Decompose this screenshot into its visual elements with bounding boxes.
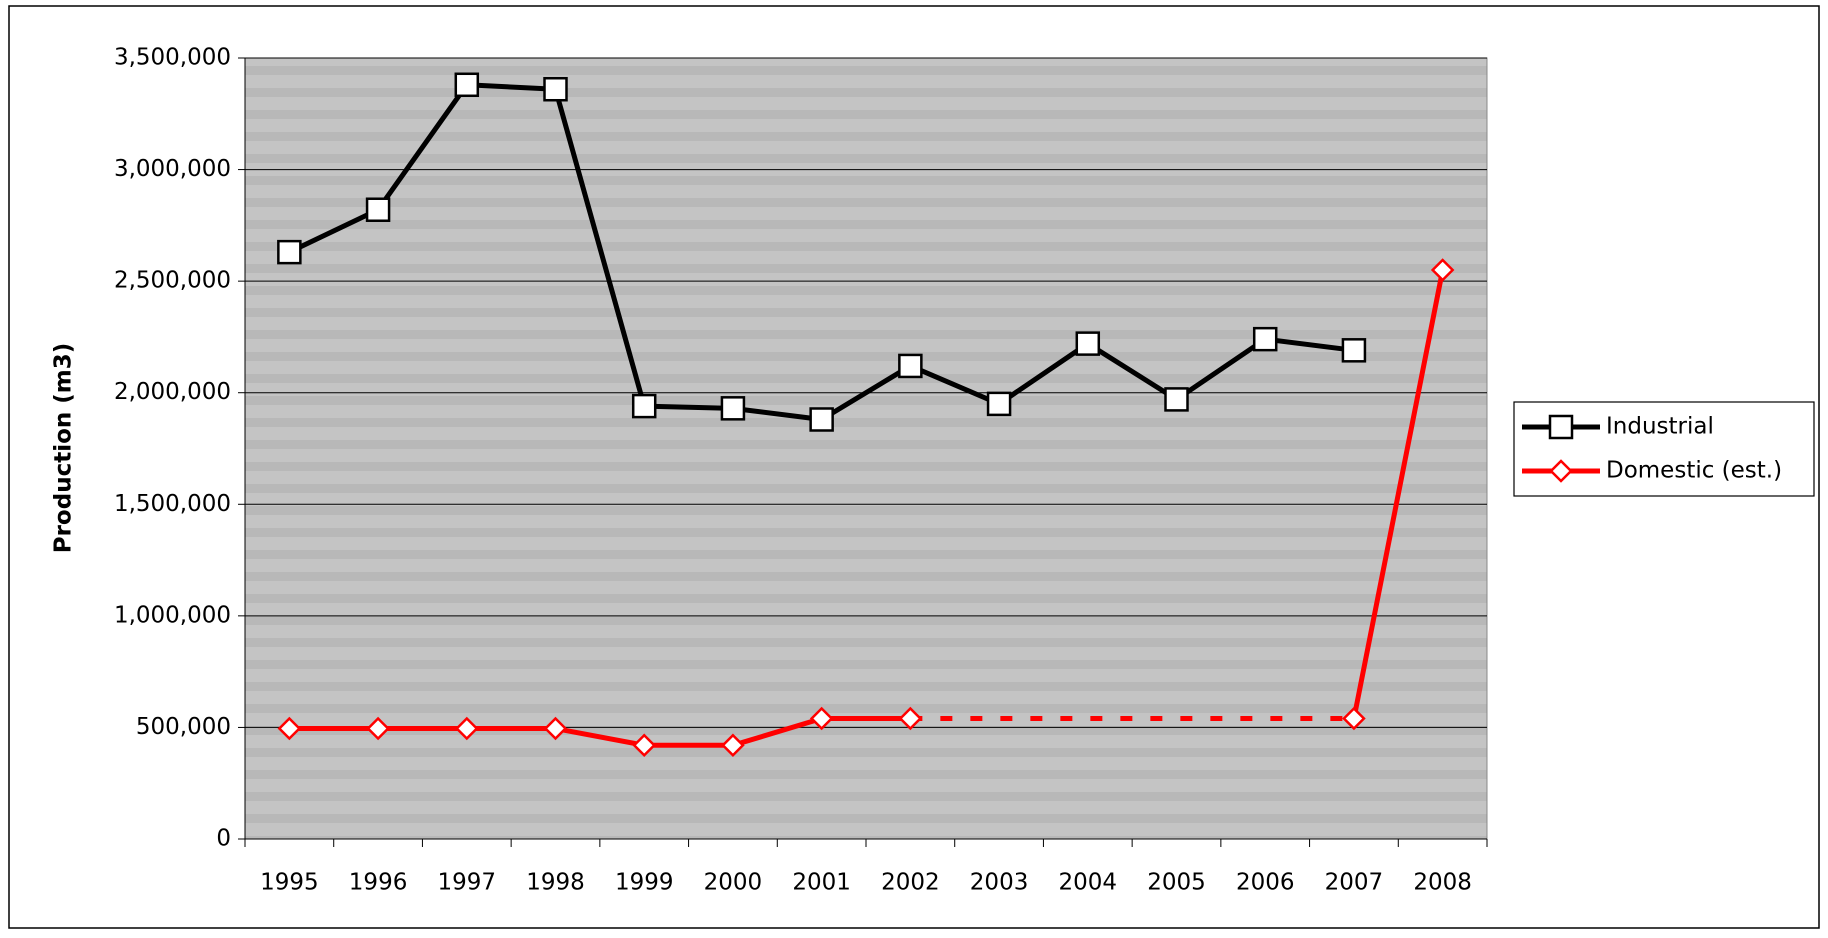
x-tick-label: 1995	[260, 870, 319, 896]
legend-marker	[1550, 416, 1572, 438]
data-point	[1166, 388, 1188, 410]
x-tick-label: 2004	[1059, 870, 1118, 896]
x-tick-label: 2003	[970, 870, 1029, 896]
data-point	[1343, 339, 1365, 361]
y-tick-label: 1,500,000	[114, 491, 231, 517]
y-tick-label: 500,000	[136, 714, 231, 740]
data-point	[899, 355, 921, 377]
x-tick-label: 2000	[704, 870, 763, 896]
y-axis-label: Production (m3)	[51, 343, 77, 554]
x-tick-label: 1999	[615, 870, 674, 896]
data-point	[633, 395, 655, 417]
y-tick-label: 3,000,000	[114, 156, 231, 182]
data-point	[722, 397, 744, 419]
data-point	[456, 74, 478, 96]
x-tick-label: 2005	[1147, 870, 1206, 896]
data-point	[278, 241, 300, 263]
y-tick-label: 3,500,000	[114, 45, 231, 71]
x-tick-label: 2006	[1236, 870, 1295, 896]
page: {"chart_data": {"type": "line", "y_label…	[0, 0, 1828, 938]
x-tick-label: 2001	[792, 870, 851, 896]
y-tick-label: 2,000,000	[114, 379, 231, 405]
x-tick-label: 1996	[349, 870, 408, 896]
plot-area	[245, 58, 1487, 839]
x-tick-label: 2007	[1325, 870, 1384, 896]
y-tick-label: 2,500,000	[114, 268, 231, 294]
data-point	[1077, 333, 1099, 355]
y-tick-label: 0	[216, 826, 231, 852]
data-point	[988, 393, 1010, 415]
x-tick-label: 1998	[526, 870, 585, 896]
data-point	[367, 199, 389, 221]
legend-label: Industrial	[1606, 414, 1714, 440]
x-tick-label: 2008	[1413, 870, 1472, 896]
chart: Production (m3) 0 500,000 1,000,000 1,500,0…	[0, 0, 1828, 934]
data-point	[811, 408, 833, 430]
x-tick-label: 1997	[438, 870, 497, 896]
legend-label: Domestic (est.)	[1606, 458, 1782, 484]
data-point	[545, 78, 567, 100]
x-tick-label: 2002	[881, 870, 940, 896]
data-point	[1254, 328, 1276, 350]
y-tick-label: 1,000,000	[114, 602, 231, 628]
